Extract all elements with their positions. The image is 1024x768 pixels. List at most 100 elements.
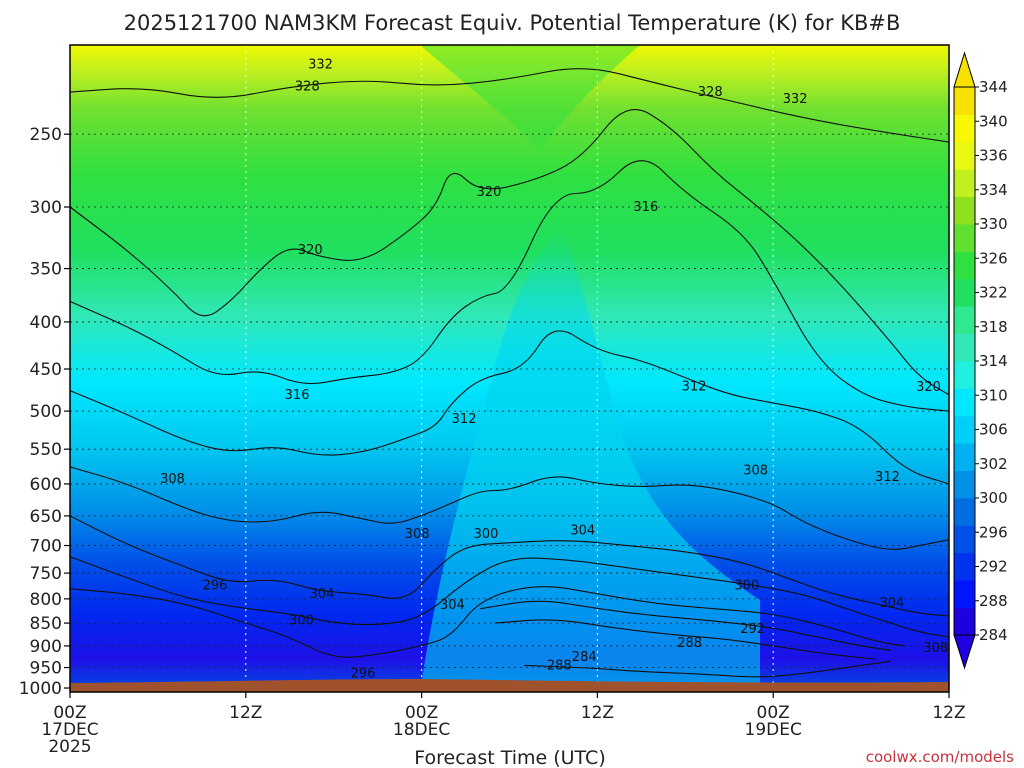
y-tick-label: 300 bbox=[30, 198, 62, 218]
contour-296 bbox=[70, 586, 906, 658]
colorbar-top-arrow bbox=[953, 51, 976, 88]
colorbar-label: 322 bbox=[979, 284, 1008, 302]
x-tick-label: 12Z bbox=[932, 703, 965, 723]
contour-label: 308 bbox=[405, 527, 430, 542]
contour-label: 304 bbox=[440, 598, 465, 613]
y-tick-label: 550 bbox=[30, 440, 62, 460]
y-tick-label: 750 bbox=[30, 564, 62, 584]
contour-label: 320 bbox=[298, 243, 323, 258]
colorbar-label: 326 bbox=[979, 249, 1008, 267]
credit-text[interactable]: coolwx.com/models bbox=[865, 748, 1014, 766]
x-axis-label: Forecast Time (UTC) bbox=[414, 747, 605, 768]
colorbar-swatch bbox=[954, 251, 975, 280]
contour-label: 312 bbox=[875, 470, 900, 485]
contour-label: 284 bbox=[572, 650, 597, 665]
warm-plume bbox=[420, 230, 760, 692]
contour-label: 300 bbox=[474, 527, 499, 542]
colorbar-label: 318 bbox=[979, 318, 1008, 336]
contour-312 bbox=[70, 330, 949, 485]
contour-320 bbox=[70, 109, 949, 396]
contour-label: 308 bbox=[923, 641, 948, 656]
contour-label: 296 bbox=[351, 666, 376, 681]
contour-label: 300 bbox=[289, 614, 314, 629]
contour-label: 308 bbox=[160, 472, 185, 487]
colorbar-label: 292 bbox=[979, 558, 1008, 576]
contour-label: 312 bbox=[452, 412, 477, 427]
x-tick-label: 19DEC bbox=[745, 720, 802, 740]
colorbar-label: 300 bbox=[979, 489, 1008, 507]
colorbar-label: 314 bbox=[979, 352, 1008, 370]
colorbar-bottom-arrow bbox=[953, 634, 976, 670]
colorbar-swatch bbox=[954, 333, 975, 362]
contour-label: 300 bbox=[734, 579, 759, 594]
contour-label: 328 bbox=[698, 85, 723, 100]
y-tick-label: 250 bbox=[30, 125, 62, 145]
contour-label: 320 bbox=[916, 380, 941, 395]
colorbar-label: 334 bbox=[979, 181, 1008, 199]
contour-label: 320 bbox=[477, 185, 502, 200]
colorbar: 284 288 292 296 300 302 306 310 314 318 322 326 330 3… bbox=[953, 51, 1008, 670]
contour-288 bbox=[494, 619, 876, 660]
contour-284 bbox=[524, 660, 891, 678]
colorbar-swatch bbox=[954, 196, 975, 225]
contour-label: 304 bbox=[570, 523, 595, 538]
colorbar-label: 296 bbox=[979, 523, 1008, 541]
contour-label: 332 bbox=[308, 57, 333, 72]
y-tick-label: 600 bbox=[30, 475, 62, 495]
y-tick-label: 800 bbox=[30, 590, 62, 610]
chart-title: 2025121700 NAM3KM Forecast Equiv. Potent… bbox=[124, 11, 901, 35]
y-tick-label: 900 bbox=[30, 637, 62, 657]
x-tick-label: 12Z bbox=[581, 703, 614, 723]
colorbar-swatch bbox=[954, 169, 975, 197]
colorbar-swatch bbox=[954, 525, 975, 554]
colorbar-swatch bbox=[954, 306, 975, 334]
contour-labels: 332 328 328 332 320 316 320 316 312 320 312 308 308 3… bbox=[160, 57, 948, 681]
terrain bbox=[70, 679, 949, 692]
x-tick-label: 17DEC bbox=[41, 720, 98, 740]
contour-label: 328 bbox=[295, 80, 320, 95]
colorbar-label: 284 bbox=[979, 626, 1008, 644]
contours bbox=[70, 68, 949, 678]
x-tick-label: 18DEC bbox=[393, 720, 450, 740]
colorbar-label: 310 bbox=[979, 386, 1008, 404]
colorbar-swatch bbox=[954, 580, 975, 608]
contour-316 bbox=[70, 160, 949, 412]
colorbar-swatch bbox=[954, 552, 975, 581]
y-tick-label: 850 bbox=[30, 614, 62, 634]
colorbar-label: 344 bbox=[979, 78, 1008, 96]
y-tick-label: 450 bbox=[30, 360, 62, 380]
x-tick-label: 00Z bbox=[757, 703, 790, 723]
colorbar-label: 340 bbox=[979, 112, 1008, 130]
colorbar-swatch bbox=[954, 361, 975, 389]
colorbar-label: 336 bbox=[979, 147, 1008, 165]
upper-dip bbox=[420, 45, 640, 150]
colorbar-swatch bbox=[954, 388, 975, 417]
plot-area: 332 328 328 332 320 316 320 316 312 320 312 308 308 3… bbox=[70, 45, 949, 692]
colorbar-swatch bbox=[954, 443, 975, 471]
colorbar-swatch bbox=[954, 415, 975, 444]
contour-label: 304 bbox=[310, 587, 335, 602]
colorbar-swatch bbox=[954, 87, 975, 115]
contour-label: 332 bbox=[783, 92, 808, 107]
contour-292 bbox=[480, 600, 891, 651]
colorbar-label: 306 bbox=[979, 421, 1008, 439]
contour-label: 304 bbox=[879, 596, 904, 611]
colorbar-swatch bbox=[954, 607, 975, 636]
y-tick-label: 650 bbox=[30, 507, 62, 527]
x-tick-label: 2025 bbox=[48, 737, 91, 757]
colorbar-swatch bbox=[954, 114, 975, 143]
colorbar-swatch bbox=[954, 498, 975, 526]
contour-label: 288 bbox=[547, 658, 572, 673]
colorbar-label: 288 bbox=[979, 592, 1008, 610]
contour-328 bbox=[70, 68, 949, 143]
contour-304 bbox=[70, 515, 949, 617]
y-tick-label: 1000 bbox=[19, 679, 62, 699]
contour-label: 288 bbox=[677, 636, 702, 651]
x-tick-label: 00Z bbox=[53, 703, 86, 723]
contour-label: 296 bbox=[203, 579, 228, 594]
colorbar-swatch bbox=[954, 141, 975, 170]
y-tick-label: 700 bbox=[30, 537, 62, 557]
colorbar-swatch bbox=[954, 224, 975, 252]
